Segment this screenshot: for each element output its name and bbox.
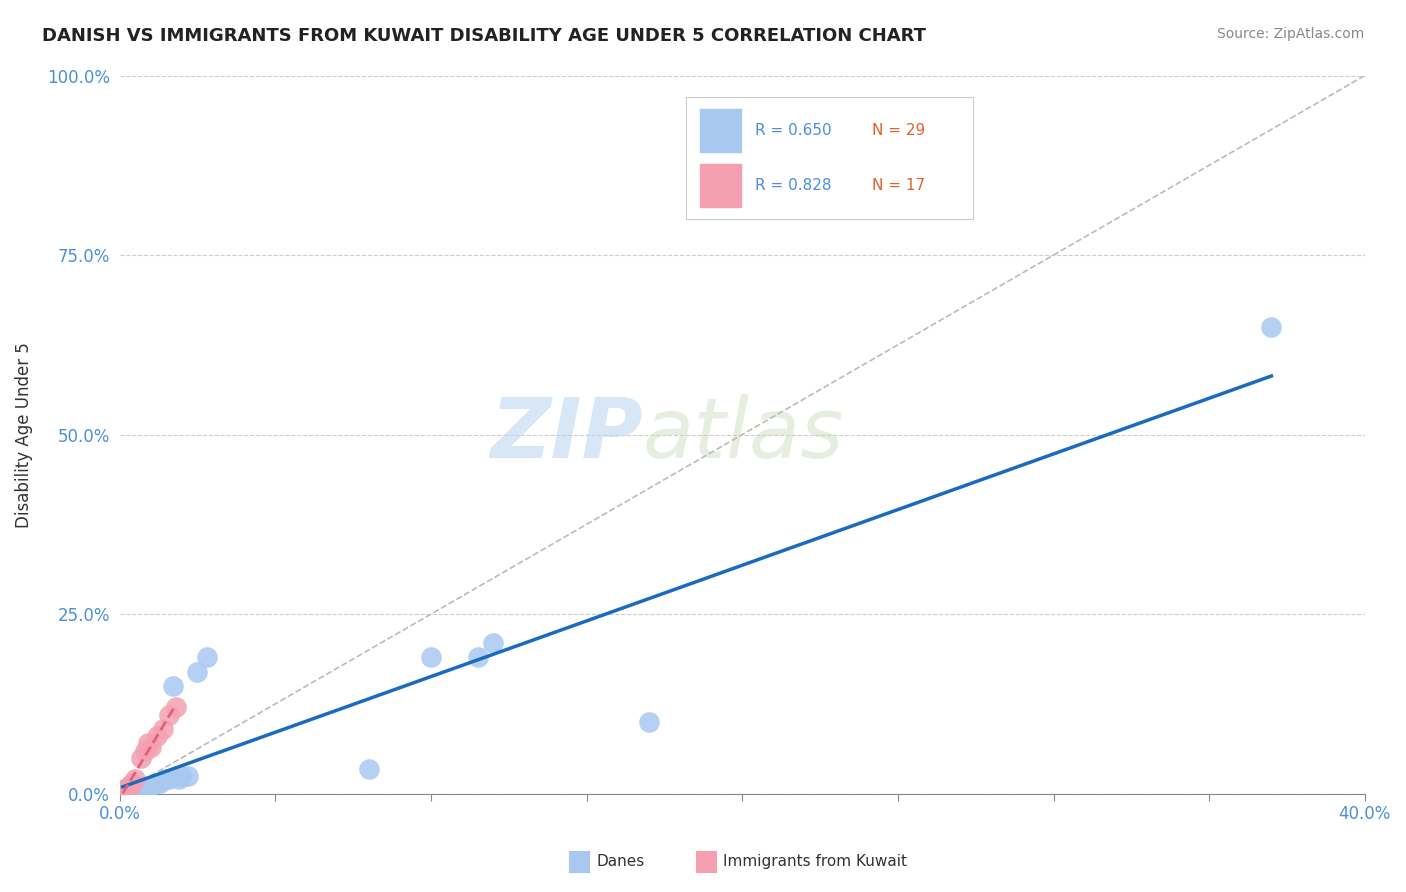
Point — [124, 783, 146, 797]
Point — [127, 783, 149, 797]
Point — [170, 769, 193, 783]
Text: Immigrants from Kuwait: Immigrants from Kuwait — [723, 855, 907, 869]
Point — [162, 679, 184, 693]
Point — [1260, 319, 1282, 334]
Point — [167, 772, 190, 787]
Point — [115, 783, 138, 797]
Point — [121, 783, 143, 797]
Point — [136, 736, 159, 750]
Point — [118, 783, 141, 797]
Point — [121, 783, 143, 797]
Point — [155, 772, 177, 787]
Point — [195, 650, 218, 665]
Point — [482, 636, 505, 650]
Point — [177, 769, 200, 783]
Point — [121, 776, 143, 790]
Point — [637, 714, 659, 729]
Text: Danes: Danes — [596, 855, 644, 869]
Point — [115, 783, 138, 797]
Point — [157, 707, 180, 722]
Point — [115, 783, 138, 797]
Point — [134, 743, 156, 757]
Point — [118, 783, 141, 797]
Point — [111, 783, 134, 797]
Point — [149, 776, 172, 790]
Point — [139, 739, 162, 754]
Point — [134, 783, 156, 797]
Point — [111, 783, 134, 797]
Point — [357, 762, 380, 776]
Point — [118, 780, 141, 794]
Point — [111, 783, 134, 797]
Text: Source: ZipAtlas.com: Source: ZipAtlas.com — [1216, 27, 1364, 41]
Point — [419, 650, 441, 665]
Point — [111, 783, 134, 797]
Point — [124, 783, 146, 797]
Point — [146, 729, 169, 743]
Point — [146, 776, 169, 790]
Point — [165, 700, 187, 714]
Point — [152, 722, 174, 736]
Y-axis label: Disability Age Under 5: Disability Age Under 5 — [15, 342, 32, 527]
Point — [186, 665, 208, 679]
Point — [118, 780, 141, 795]
Point — [131, 783, 153, 797]
Text: atlas: atlas — [643, 394, 844, 475]
Point — [124, 772, 146, 787]
Point — [467, 650, 489, 665]
Point — [115, 783, 138, 797]
Point — [139, 780, 162, 794]
Text: DANISH VS IMMIGRANTS FROM KUWAIT DISABILITY AGE UNDER 5 CORRELATION CHART: DANISH VS IMMIGRANTS FROM KUWAIT DISABIL… — [42, 27, 927, 45]
Point — [131, 751, 153, 765]
Text: ZIP: ZIP — [489, 394, 643, 475]
Point — [157, 772, 180, 787]
